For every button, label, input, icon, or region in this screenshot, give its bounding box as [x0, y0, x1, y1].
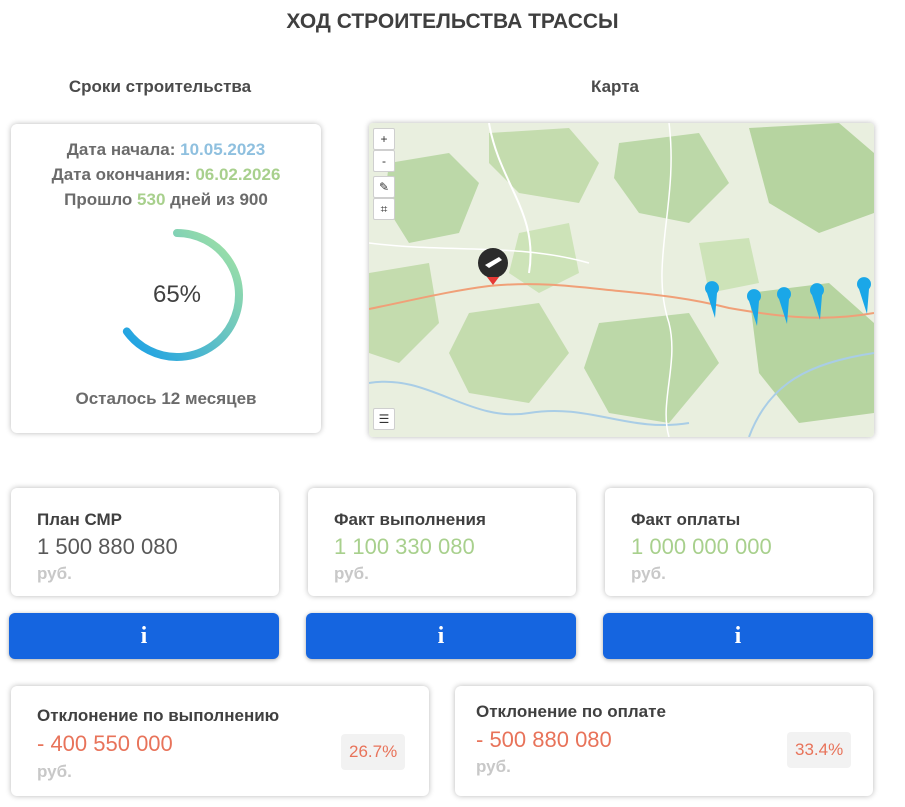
map-heading: Карта [591, 77, 639, 96]
kpi-unit: руб. [37, 564, 72, 583]
deviation-percent-badge: 33.4% [787, 732, 852, 768]
kpi-card-plan: План СМР 1 500 880 080 руб. [11, 488, 279, 596]
plan-info-button[interactable]: i [9, 613, 279, 659]
pencil-icon: ✎ [378, 180, 390, 194]
end-date-label: Дата окончания: [51, 165, 191, 184]
deviation-unit: руб. [476, 757, 511, 776]
timeline-heading: Сроки строительства [68, 77, 252, 96]
map-pin [810, 283, 824, 320]
kpi-value: 1 500 880 080 [37, 534, 178, 559]
info-icon: i [437, 622, 445, 649]
progress-ring: 65% [105, 223, 249, 367]
payment-info-button[interactable]: i [603, 613, 873, 659]
deviation-card-execution: Отклонение по выполнению - 400 550 000 р… [11, 686, 429, 796]
kpi-label: Факт выполнения [334, 510, 486, 529]
kpi-unit: руб. [334, 564, 369, 583]
list-icon: ☰ [378, 412, 390, 426]
deviation-unit: руб. [37, 762, 72, 781]
zoom-in-button[interactable]: + [373, 128, 395, 150]
draw-polygon-tool[interactable]: ⌗ [373, 198, 395, 220]
deviation-card-payment: Отклонение по оплате - 500 880 080 руб. … [455, 686, 873, 796]
end-date-value: 06.02.2026 [195, 165, 281, 184]
kpi-label: План СМР [37, 510, 123, 529]
kpi-card-payment: Факт оплаты 1 000 000 000 руб. [605, 488, 873, 596]
start-date-value: 10.05.2023 [180, 140, 266, 159]
deviation-label: Отклонение по выполнению [37, 706, 280, 725]
map-pin [747, 289, 761, 326]
deviation-label: Отклонение по оплате [476, 702, 666, 721]
elapsed-days: 530 [137, 190, 166, 209]
deviation-value: - 400 550 000 [37, 731, 173, 756]
map-pin [857, 277, 871, 314]
zoom-out-button[interactable]: - [373, 150, 395, 172]
remaining-text: Осталось 12 месяцев [75, 389, 257, 408]
map-pin [777, 287, 791, 324]
elapsed-prefix: Прошло [64, 190, 133, 209]
info-icon: i [734, 622, 742, 649]
kpi-value: 1 100 330 080 [334, 534, 475, 559]
map-pin [705, 281, 719, 318]
polygon-icon: ⌗ [380, 201, 388, 216]
kpi-label: Факт оплаты [631, 510, 741, 529]
progress-arc [122, 229, 243, 361]
execution-info-button[interactable]: i [306, 613, 576, 659]
end-date-line: Дата окончания: 06.02.2026 [11, 162, 321, 187]
map-widget[interactable]: + - ✎ ⌗ ☰ [369, 123, 874, 437]
info-icon: i [140, 622, 148, 649]
page-title: ХОД СТРОИТЕЛЬСТВА ТРАССЫ [286, 10, 619, 33]
kpi-value: 1 000 000 000 [631, 534, 772, 559]
elapsed-suffix: дней из 900 [170, 190, 268, 209]
map-canvas[interactable] [369, 123, 874, 437]
deviation-value: - 500 880 080 [476, 727, 612, 752]
layers-button[interactable]: ☰ [373, 408, 395, 430]
deviation-percent-badge: 26.7% [341, 734, 406, 770]
kpi-unit: руб. [631, 564, 666, 583]
start-date-line: Дата начала: 10.05.2023 [11, 137, 321, 162]
route-line [369, 283, 874, 319]
elapsed-line: Прошло 530 дней из 900 [11, 187, 321, 212]
draw-line-tool[interactable]: ✎ [373, 176, 395, 198]
kpi-card-execution: Факт выполнения 1 100 330 080 руб. [308, 488, 576, 596]
map-markers [705, 277, 871, 326]
timeline-card: Дата начала: 10.05.2023 Дата окончания: … [11, 124, 321, 433]
start-date-label: Дата начала: [66, 140, 176, 159]
vehicle-marker [478, 248, 508, 285]
progress-percent: 65% [152, 281, 202, 308]
